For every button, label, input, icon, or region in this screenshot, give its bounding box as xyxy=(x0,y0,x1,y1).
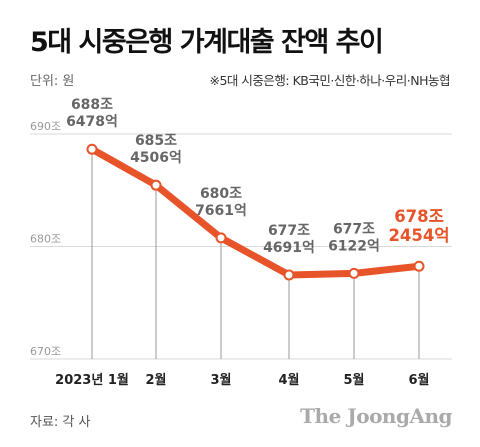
y-tick-label: 690조 xyxy=(30,120,61,133)
data-label: 688조 xyxy=(71,97,113,113)
x-tick-label: 6월 xyxy=(408,372,429,388)
x-tick-label: 5월 xyxy=(343,372,364,388)
data-label: 4691억 xyxy=(263,240,315,256)
x-tick-label: 3월 xyxy=(210,372,231,388)
data-point xyxy=(150,179,162,191)
x-tick-label: 4월 xyxy=(278,372,299,388)
y-axis-ticks: 690조 680조 670조 xyxy=(30,120,61,358)
data-label: 4506억 xyxy=(130,150,182,166)
data-point xyxy=(215,232,227,244)
data-label: 677조 xyxy=(333,221,375,237)
drop-lines xyxy=(91,149,420,359)
data-label: 7661억 xyxy=(195,203,247,219)
bank-note: ※5대 시중은행: KB국민·신한·하나·우리·NH농협 xyxy=(209,73,450,88)
data-label: 6122억 xyxy=(328,238,380,254)
data-label: 677조 xyxy=(268,223,310,239)
brand-logo: The JoongAng xyxy=(300,404,452,428)
x-tick-label: 2월 xyxy=(145,372,166,388)
x-tick-label: 2023년 1월 xyxy=(55,372,129,388)
data-label: 2454억 xyxy=(388,226,449,245)
chart-title: 5대 시중은행 가계대출 잔액 추이 xyxy=(30,27,384,58)
data-labels: 688조6478억685조4506억680조7661억677조4691억677조… xyxy=(66,97,449,256)
series-line-group xyxy=(88,145,423,279)
series-line xyxy=(88,145,423,279)
x-axis-ticks: 2023년 1월 2월 3월 4월 5월 6월 xyxy=(55,372,429,388)
unit-label: 단위: 원 xyxy=(30,74,75,89)
data-label: 6478억 xyxy=(66,114,118,130)
y-tick-label: 680조 xyxy=(30,233,61,246)
data-point xyxy=(86,143,98,155)
data-points xyxy=(86,143,425,281)
data-label: 680조 xyxy=(200,186,242,202)
data-point xyxy=(348,267,360,279)
data-label: 678조 xyxy=(394,207,444,226)
source-label: 자료: 각 사 xyxy=(30,415,91,430)
data-label: 685조 xyxy=(135,133,177,149)
data-point xyxy=(283,269,295,281)
data-point xyxy=(413,260,425,272)
y-tick-label: 670조 xyxy=(30,345,61,358)
